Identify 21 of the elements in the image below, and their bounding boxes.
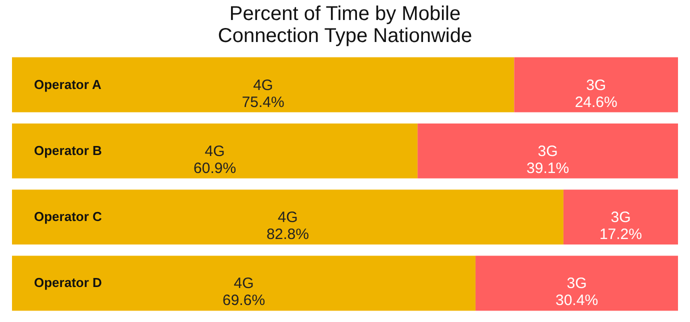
y-tick-label: Operator B [34, 142, 102, 158]
data-label: 39.1% [526, 160, 570, 177]
data-label: 60.9% [194, 160, 236, 177]
text: 4G [234, 275, 254, 292]
y-tick-label: Operator C [34, 209, 103, 224]
data-label: 17.2% [599, 226, 642, 244]
y-tick-label: Operator D [34, 275, 102, 290]
series-label: 3G [610, 209, 631, 226]
data-label: 30.4% [555, 292, 598, 310]
data-label: 24.6% [574, 94, 618, 111]
data-label: 75.4% [242, 94, 284, 111]
text: 3G [538, 142, 558, 160]
chart-title: Percent of Time by Mobile Connection Type Nationwide [218, 3, 472, 47]
data-label: 82.8% [266, 226, 309, 244]
data-label: 69.6% [222, 292, 266, 310]
text: 4G [253, 76, 274, 94]
series-label: 4G [278, 209, 298, 226]
text: 3G [586, 76, 606, 94]
text: 3G [566, 275, 587, 292]
text: 4G [204, 142, 225, 160]
y-tick-label: Operator A [34, 76, 102, 92]
